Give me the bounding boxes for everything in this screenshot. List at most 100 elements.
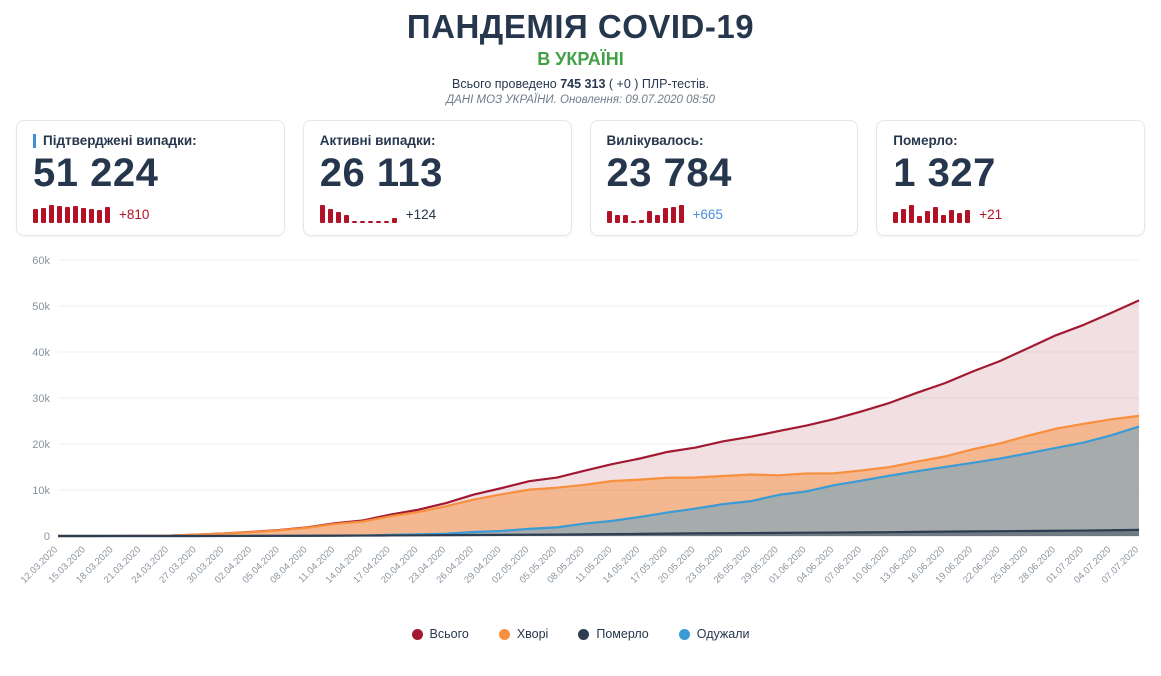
tests-suffix: ( +0 ) ПЛР-тестів. — [608, 77, 709, 91]
card-deaths-label-row: Померло: — [893, 133, 1128, 148]
y-axis-label: 40k — [32, 347, 50, 359]
card-active: Активні випадки: 26 113 +124 — [302, 120, 572, 236]
spark-bar — [662, 208, 668, 223]
y-axis-label: 0 — [44, 531, 50, 543]
cumulative-cases-chart: 010k20k30k40k50k60k12.03.202015.03.20201… — [19, 255, 1141, 586]
card-value: 1 327 — [893, 151, 996, 195]
spark-bar — [89, 209, 94, 223]
series-area-Хворі — [58, 415, 1139, 536]
tests-prefix: Всього проведено — [452, 77, 557, 91]
legend-label: Хворі — [516, 627, 549, 641]
spark-bar — [909, 205, 915, 223]
spark-bar — [646, 211, 652, 223]
sparkline — [606, 203, 684, 223]
sparkline — [33, 203, 110, 223]
spark-bar — [901, 209, 907, 223]
card-spark-row: +665 — [606, 203, 842, 223]
spark-bar — [327, 209, 333, 223]
card-delta: +665 — [692, 207, 723, 223]
legend-dot — [678, 628, 690, 640]
spark-bar — [391, 218, 397, 223]
legend-item-Всього[interactable]: Всього — [411, 627, 469, 641]
page-subtitle: В УКРАЇНІ — [537, 49, 624, 69]
legend-item-Померло[interactable]: Померло — [578, 627, 649, 641]
data-source-line: ДАНІ МОЗ УКРАЇНИ. Оновлення: 09.07.2020 … — [446, 94, 715, 106]
tests-summary: Всього проведено 745 313 ( +0 ) ПЛР-тест… — [0, 77, 1161, 91]
tests-total: 745 313 — [560, 77, 606, 91]
series-area-Померло — [58, 529, 1139, 536]
card-recovered: Вилікувалось: 23 784 +665 — [589, 120, 859, 236]
legend-dot — [411, 628, 423, 640]
spark-bar — [73, 206, 78, 223]
card-delta: +810 — [119, 207, 150, 223]
legend-item-Хворі[interactable]: Хворі — [498, 627, 549, 641]
y-axis-label: 20k — [32, 439, 50, 451]
spark-bar — [678, 205, 684, 223]
spark-bar — [606, 211, 612, 223]
spark-bar — [65, 207, 70, 223]
card-value: 51 224 — [33, 151, 159, 195]
spark-bar — [375, 221, 381, 223]
card-label: Вилікувалось: — [606, 133, 704, 148]
spark-bar — [335, 212, 341, 223]
y-axis-label: 30k — [32, 393, 50, 405]
card-value: 26 113 — [319, 151, 443, 195]
card-delta: +21 — [979, 207, 1003, 223]
spark-bar — [957, 213, 963, 223]
card-label: Активні випадки: — [319, 133, 436, 148]
card-label: Підтверджені випадки: — [43, 133, 197, 148]
sparkline — [319, 203, 397, 223]
spark-bar — [57, 206, 62, 223]
card-confirmed-label-row: Підтверджені випадки: — [33, 133, 268, 148]
y-axis-label: 60k — [32, 255, 50, 267]
spark-bar — [941, 215, 947, 223]
card-value: 23 784 — [606, 151, 732, 195]
card-label: Померло: — [893, 133, 958, 148]
spark-bar — [33, 209, 38, 223]
spark-bar — [614, 215, 620, 223]
spark-bar — [670, 207, 676, 223]
legend-label: Одужали — [696, 627, 750, 641]
card-delta: +124 — [405, 207, 437, 223]
card-deaths: Померло: 1 327 +21 — [876, 120, 1145, 236]
spark-bar — [343, 215, 349, 223]
spark-bar — [319, 205, 325, 223]
spark-bar — [965, 210, 971, 223]
legend-label: Померло — [596, 627, 649, 641]
spark-bar — [654, 215, 660, 223]
spark-bar — [638, 220, 644, 223]
spark-bar — [383, 221, 389, 223]
spark-bar — [359, 221, 365, 223]
spark-bar — [622, 215, 628, 223]
series-line-Померло — [57, 528, 1140, 538]
card-confirmed: Підтверджені випадки: 51 224 +810 — [16, 120, 285, 236]
spark-bar — [925, 211, 931, 223]
spark-bar — [97, 210, 102, 223]
spark-bar — [367, 221, 373, 223]
series-area-Одужали — [58, 426, 1139, 536]
spark-bar — [949, 210, 955, 223]
series-line-Хворі — [57, 414, 1140, 538]
legend-dot — [578, 628, 590, 640]
accent-bar — [33, 133, 36, 148]
stats-cards: Підтверджені випадки: 51 224 +810 Активн… — [0, 120, 1161, 236]
card-spark-row: +124 — [319, 203, 555, 223]
legend-dot — [498, 628, 510, 640]
legend-item-Одужали[interactable]: Одужали — [678, 627, 750, 641]
legend-label: Всього — [429, 627, 469, 641]
page-title: ПАНДЕМІЯ COVID-19 — [406, 8, 755, 45]
sparkline — [893, 203, 971, 223]
spark-bar — [105, 207, 110, 223]
spark-bar — [49, 205, 54, 223]
spark-bar — [933, 207, 939, 223]
y-axis-label: 50k — [32, 301, 50, 313]
y-axis-label: 10k — [32, 485, 50, 497]
card-recovered-label-row: Вилікувалось: — [607, 133, 842, 148]
chart-legend: Всього Хворі Померло Одужали — [0, 627, 1161, 641]
chart-area: 0 10k 20k 30k 40k 50k 60k 12.03.2020 15.03.2020 1… — [0, 250, 1161, 627]
spark-bar — [630, 221, 636, 223]
spark-bar — [351, 221, 357, 223]
page-header: ПАНДЕМІЯ COVID-19 В УКРАЇНІ Всього прове… — [0, 0, 1161, 106]
card-spark-row: +810 — [33, 203, 268, 223]
spark-bar — [81, 208, 86, 223]
